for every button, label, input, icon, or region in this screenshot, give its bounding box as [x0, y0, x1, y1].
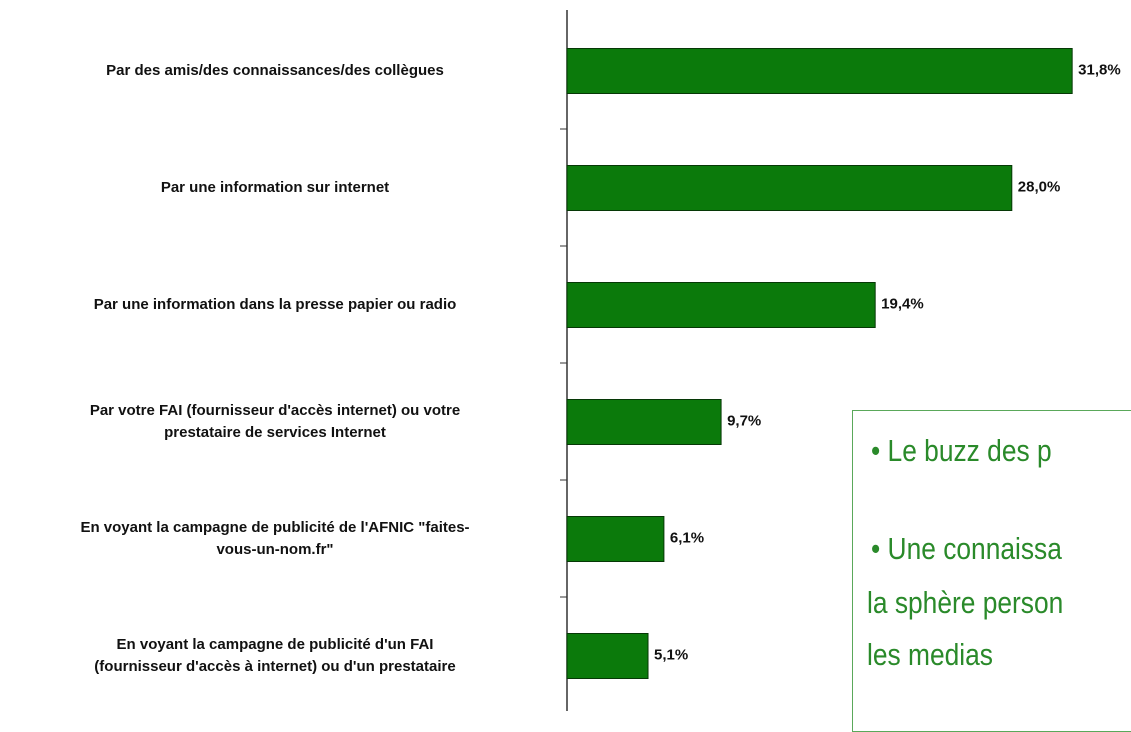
annotation: les medias [867, 637, 993, 672]
bullet-text: • Une connaissa [871, 531, 1062, 566]
value-label: 28,0% [1018, 178, 1061, 195]
bullet-text: • Le buzz des p [871, 433, 1052, 468]
value-label: 5,1% [654, 646, 688, 663]
category-label: Par une information dans la presse papie… [93, 295, 457, 313]
value-label: 31,8% [1078, 61, 1121, 78]
bar [566, 282, 876, 328]
page: 31,8% 28,0% 19,4% 9,7% 6,1% 5,1% • Le buzz de… [80, 10, 1131, 732]
annotation: Une connaissa [887, 531, 1062, 566]
chart: 31,8% 28,0% 19,4% 9,7% 6,1% 5,1% [560, 10, 1121, 711]
value-label: 6,1% [670, 529, 704, 546]
value-label: 19,4% [881, 295, 924, 312]
bar [566, 48, 1073, 94]
text-box: • Le buzz des p • Une connaissa la sphèr… [852, 410, 1131, 732]
category-label: Par votre FAI (fournisseur d'accès inter… [89, 401, 461, 441]
bar [566, 165, 1013, 211]
bar [566, 633, 649, 679]
bar [566, 516, 665, 562]
category-label: En voyant la campagne de publicité de l'… [80, 518, 470, 558]
value-label: 9,7% [727, 412, 761, 429]
category-label: Par une information sur internet [160, 178, 390, 196]
annotation: la sphère person [867, 585, 1064, 620]
category-label: En voyant la campagne de publicité d'un … [94, 635, 456, 675]
bar [566, 399, 722, 445]
annotation: Le buzz des p [887, 433, 1052, 468]
category-label: Par des amis/des connaissances/des collè… [106, 61, 444, 79]
